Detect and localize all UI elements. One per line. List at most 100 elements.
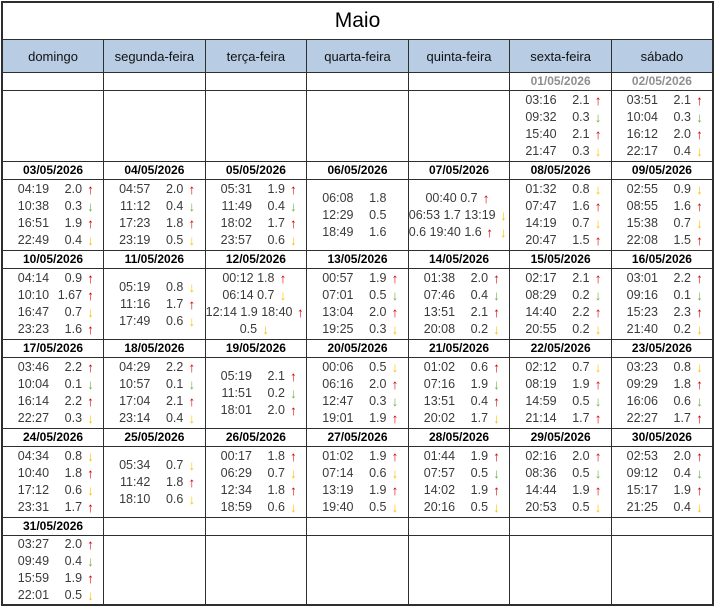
tide-entry: 11:16 1.7 ↑ [105,296,205,313]
week-4-tide-row: 03:46 2.2 ↑ 10:04 0.1 ↓ 16:14 2.2 ↑ 22:27 0.3 ↓ 04:2… [1,357,714,429]
tide-height: 1.9 [267,182,285,196]
tide-text: 12:14 1.9 18:40 [205,305,293,319]
tide-time: 09:49 [17,554,50,568]
tide-height: 1.9 [64,571,83,585]
tide-time: 06:29 [220,466,252,480]
tide-height: 1.5 [673,233,691,247]
down-arrow-icon: ↓ [696,360,703,375]
tide-entry: 15:40 2.1 ↑ [511,126,611,143]
tide-time: 02:55 [626,182,658,196]
tide-height: 1.7 [165,296,184,311]
down-arrow-icon: ↓ [87,449,94,464]
down-arrow-icon: ↓ [391,288,399,303]
down-arrow-icon: ↓ [188,233,196,248]
calendar-body: 01/05/2026 02/05/2026 03:16 2.1 ↑ 09:32 0.3 ↓ 15… [1,72,714,606]
tide-time: 22:08 [626,233,658,247]
tide-entry: 07:47 1.6 ↑ [511,198,611,215]
tide-time: 09:16 [626,288,658,302]
tide-entry: 13:19 1.9 ↑ [308,482,408,499]
tide-entry-wrapped: 0.5 ↓ [206,321,306,338]
up-arrow-icon: ↑ [391,449,399,464]
tide-time: 18:59 [220,500,252,514]
tide-time: 02:17 [525,271,557,285]
tide-entry: 07:46 0.4 ↓ [409,287,509,304]
down-arrow-icon: ↓ [696,322,703,337]
tide-cell-20: 00:06 0.5 ↓ 06:16 2.0 ↑ 12:47 0.3 ↓ 19:01 1.9 ↑ [306,357,409,429]
tide-time: 14:40 [525,305,557,319]
down-arrow-icon: ↓ [87,199,94,214]
up-arrow-icon: ↑ [290,402,297,418]
up-arrow-icon: ↑ [696,93,703,108]
tide-height: 0.3 [673,110,691,124]
tide-height: 1.7 [64,500,83,514]
tide-height: 2.0 [673,127,691,141]
week-6-date-row: 31/05/2026 [1,517,714,536]
up-arrow-icon: ↑ [696,271,703,286]
tide-time: 12:47 [322,394,354,408]
tide-height: 0.3 [572,110,590,124]
week-3-date-row: 10/05/2026 11/05/2026 12/05/2026 13/05/2026… [1,250,714,269]
week-4-date-row: 17/05/2026 18/05/2026 19/05/2026 20/05/2026… [1,339,714,358]
tide-entry: 19:25 0.3 ↓ [308,321,408,338]
tide-time: 23:23 [17,322,50,336]
tide-entry: 23:23 1.6 ↑ [3,321,103,338]
tide-time: 17:12 [17,483,50,497]
tide-time: 00:17 [220,449,252,463]
tide-entry: 14:44 1.9 ↑ [511,482,611,499]
tide-height: 2.1 [572,271,590,285]
date-cell-14: 14/05/2026 [407,250,511,269]
tide-entry: 11:51 0.2 ↓ [206,385,306,402]
tide-height: 2.1 [470,305,489,319]
tide-height: 1.8 [673,377,691,391]
weekday-header-quintafeira: quinta-feira [407,39,511,73]
down-arrow-icon: ↓ [696,216,703,231]
tide-text: 06:53 1.7 13:19 [408,207,496,222]
tide-entry: 17:04 2.1 ↑ [105,393,205,410]
empty-date-cell [407,72,511,91]
date-cell-12: 12/05/2026 [204,250,308,269]
date-cell-04: 04/05/2026 [103,161,206,180]
tide-height: 1.6 [572,199,590,213]
tide-time: 00:57 [322,271,354,285]
tide-entry: 01:38 2.0 ↑ [409,270,509,287]
tide-height: 0.3 [369,322,387,336]
up-arrow-icon: ↑ [290,368,297,384]
tide-entry: 12:29 0.5 [308,207,408,224]
weekday-header-row: domingo segunda-feira terça-feira quarta-fe… [1,39,714,73]
tide-time: 22:17 [626,144,658,158]
tide-cell-28: 01:44 1.9 ↑ 07:57 0.5 ↓ 14:02 1.9 ↑ 20:16 0.5 ↓ [407,446,511,518]
tide-time: 21:40 [626,322,658,336]
tide-time: 16:47 [17,305,50,319]
up-arrow-icon: ↑ [594,199,602,214]
tide-entry: 00:06 0.5 ↓ [308,359,408,376]
tide-height: 0.8 [64,449,83,463]
up-arrow-icon: ↑ [290,483,297,498]
up-arrow-icon: ↑ [188,360,196,375]
up-arrow-icon: ↑ [594,377,602,392]
tide-entry: 13:51 0.4 ↑ [409,393,509,410]
tide-time: 20:02 [423,411,456,425]
tide-time: 17:49 [119,313,151,328]
tide-height: 0.4 [165,411,184,425]
tide-entry: 07:57 0.5 ↓ [409,465,509,482]
tide-text: 0.5 [239,322,258,336]
tide-entry: 07:01 0.5 ↓ [308,287,408,304]
tide-time: 05:19 [220,368,252,383]
tide-cell-27: 01:02 1.9 ↑ 07:14 0.6 ↓ 13:19 1.9 ↑ 19:40 0.5 ↓ [306,446,409,518]
up-arrow-icon: ↑ [391,483,399,498]
tide-entry: 02:53 2.0 ↑ [612,448,712,465]
tide-height: 1.9 [572,377,590,391]
down-arrow-icon: ↓ [594,288,602,303]
tide-entry: 23:31 1.7 ↑ [3,499,103,516]
tide-entry: 21:14 1.7 ↑ [511,410,611,427]
tide-cell-12: 00:12 1.8 ↑ 06:14 0.7 ↓ 12:14 1.9 18:40 ↑ 0.5 ↓ [204,268,308,340]
tide-entry: 06:08 1.8 [308,190,408,207]
up-arrow-icon: ↑ [493,449,500,464]
tide-time: 19:25 [322,322,354,336]
empty-tide-cell [103,90,206,162]
date-cell-05: 05/05/2026 [204,161,308,180]
tide-time: 01:02 [322,449,354,463]
tide-height: 0.3 [64,199,83,213]
up-arrow-icon: ↑ [188,296,196,312]
